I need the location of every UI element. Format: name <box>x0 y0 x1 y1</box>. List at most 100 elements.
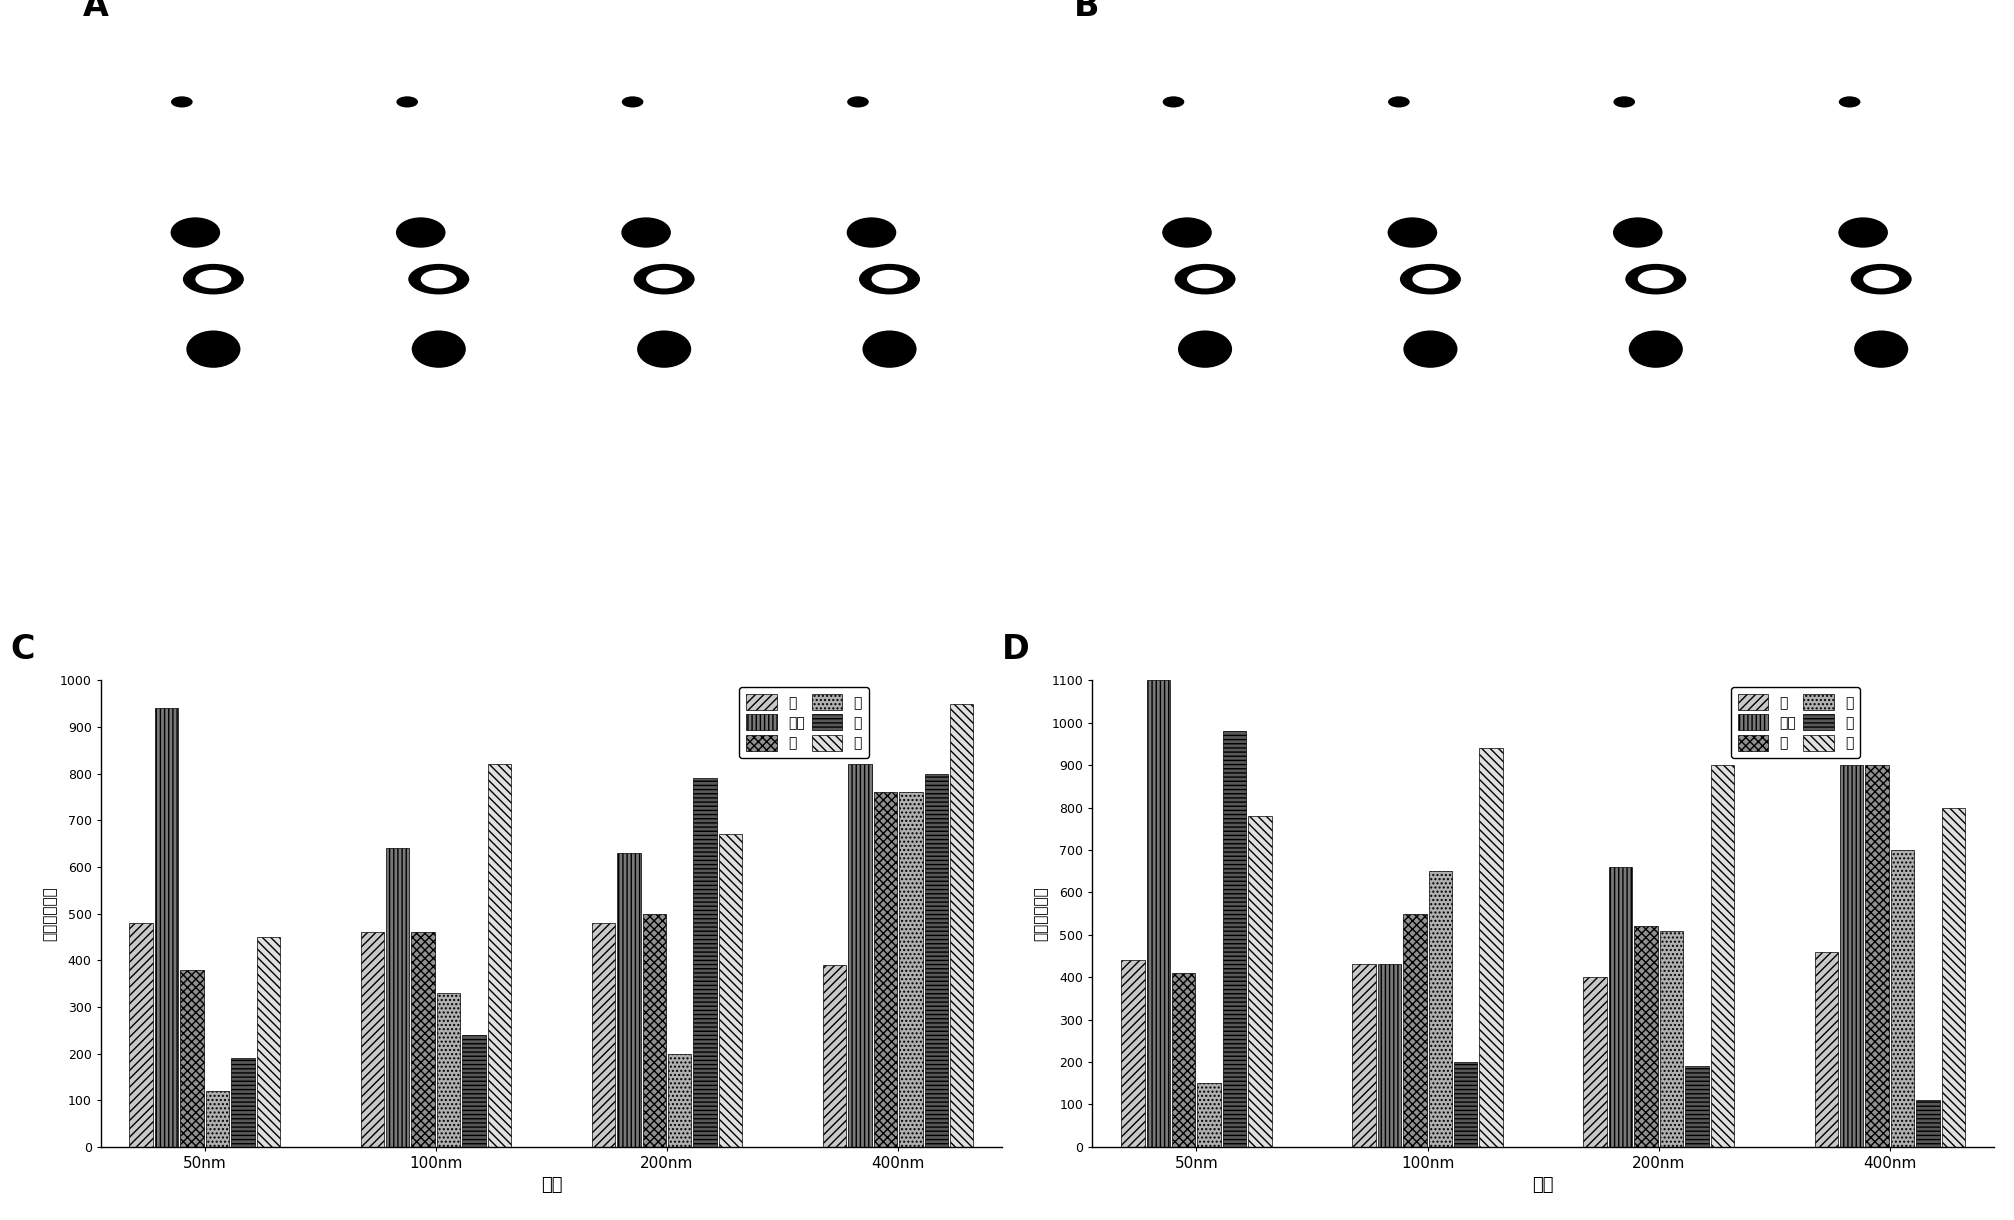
Text: 50nm: 50nm <box>193 55 234 70</box>
Ellipse shape <box>1805 195 1958 344</box>
X-axis label: 粒径: 粒径 <box>1533 1176 1555 1194</box>
Bar <box>361 932 385 1147</box>
Ellipse shape <box>393 83 483 139</box>
Bar <box>1198 1083 1220 1147</box>
Ellipse shape <box>1579 195 1732 344</box>
Ellipse shape <box>1160 382 1251 438</box>
Bar <box>1710 765 1734 1147</box>
Y-axis label: 相对荧光强度: 相对荧光强度 <box>1033 886 1049 941</box>
Bar <box>1122 960 1144 1147</box>
Ellipse shape <box>1353 195 1506 344</box>
Bar <box>592 922 614 1147</box>
Bar <box>129 922 153 1147</box>
Ellipse shape <box>804 298 975 400</box>
Y-axis label: 相对荧光强度: 相对荧光强度 <box>42 886 56 941</box>
Bar <box>1404 914 1426 1147</box>
Circle shape <box>1839 96 1861 107</box>
Ellipse shape <box>1583 162 1728 228</box>
Bar <box>256 937 280 1147</box>
Bar <box>1454 1061 1478 1147</box>
Bar <box>181 970 203 1147</box>
Ellipse shape <box>1849 262 1913 295</box>
Ellipse shape <box>397 217 445 248</box>
Ellipse shape <box>814 195 967 344</box>
Ellipse shape <box>363 195 516 344</box>
Bar <box>642 914 667 1147</box>
Ellipse shape <box>1839 217 1887 248</box>
Bar <box>155 709 179 1147</box>
Bar <box>487 764 512 1147</box>
Ellipse shape <box>1180 129 1231 167</box>
Circle shape <box>171 96 193 107</box>
Text: 100nm: 100nm <box>1406 55 1454 70</box>
Bar <box>898 792 922 1147</box>
Text: 50nm: 50nm <box>1184 55 1225 70</box>
Bar <box>1841 765 1863 1147</box>
Circle shape <box>397 96 419 107</box>
Ellipse shape <box>187 331 240 367</box>
Ellipse shape <box>872 270 908 288</box>
Ellipse shape <box>1837 83 1925 139</box>
Circle shape <box>848 96 868 107</box>
Ellipse shape <box>578 298 749 400</box>
Ellipse shape <box>1404 331 1458 367</box>
Ellipse shape <box>864 129 914 167</box>
Bar <box>874 792 896 1147</box>
Ellipse shape <box>181 262 246 295</box>
Bar <box>463 1035 485 1147</box>
Legend: 脑, 脊髄, 心, 脾, 肝, 肆: 脑, 脊髄, 心, 脾, 肝, 肆 <box>1730 687 1861 758</box>
Bar <box>1891 850 1913 1147</box>
Ellipse shape <box>588 195 741 344</box>
Bar <box>411 932 435 1147</box>
Ellipse shape <box>195 270 232 288</box>
Ellipse shape <box>169 83 258 139</box>
Ellipse shape <box>1796 298 1968 400</box>
Ellipse shape <box>638 129 689 167</box>
Ellipse shape <box>1386 83 1476 139</box>
Bar <box>1351 965 1376 1147</box>
Ellipse shape <box>1406 129 1456 167</box>
Bar <box>1686 1066 1708 1147</box>
Ellipse shape <box>367 162 512 228</box>
Ellipse shape <box>632 262 695 295</box>
Ellipse shape <box>620 217 671 248</box>
Ellipse shape <box>352 298 524 400</box>
Text: D: D <box>1003 633 1029 666</box>
Ellipse shape <box>1162 217 1212 248</box>
Ellipse shape <box>137 195 290 344</box>
Legend: 脑, 脊髄, 心, 脾, 肝, 肆: 脑, 脊髄, 心, 脾, 肝, 肆 <box>739 687 868 758</box>
Ellipse shape <box>1863 270 1899 288</box>
Bar <box>951 704 973 1147</box>
Ellipse shape <box>1611 382 1702 438</box>
Circle shape <box>1162 96 1184 107</box>
Ellipse shape <box>1637 270 1674 288</box>
Bar <box>669 1054 691 1147</box>
Bar <box>1428 871 1452 1147</box>
Bar <box>1633 926 1658 1147</box>
Ellipse shape <box>1571 298 1742 400</box>
Bar <box>1660 931 1684 1147</box>
Bar <box>1941 808 1966 1147</box>
Ellipse shape <box>636 331 691 367</box>
Ellipse shape <box>1160 83 1251 139</box>
Ellipse shape <box>393 382 483 438</box>
Bar <box>437 993 461 1147</box>
Text: A: A <box>83 0 109 23</box>
Circle shape <box>622 96 642 107</box>
Bar <box>1865 765 1889 1147</box>
Bar <box>387 848 409 1147</box>
Bar <box>1249 816 1271 1147</box>
Bar <box>616 853 640 1147</box>
Ellipse shape <box>1857 129 1905 167</box>
Ellipse shape <box>844 382 934 438</box>
Text: 200nm: 200nm <box>640 55 689 70</box>
Ellipse shape <box>846 217 896 248</box>
Ellipse shape <box>411 331 465 367</box>
Text: 400nm: 400nm <box>866 55 914 70</box>
Ellipse shape <box>1178 331 1233 367</box>
Ellipse shape <box>1345 298 1517 400</box>
Ellipse shape <box>618 83 709 139</box>
Ellipse shape <box>1388 217 1438 248</box>
Ellipse shape <box>169 382 258 438</box>
Ellipse shape <box>421 270 457 288</box>
